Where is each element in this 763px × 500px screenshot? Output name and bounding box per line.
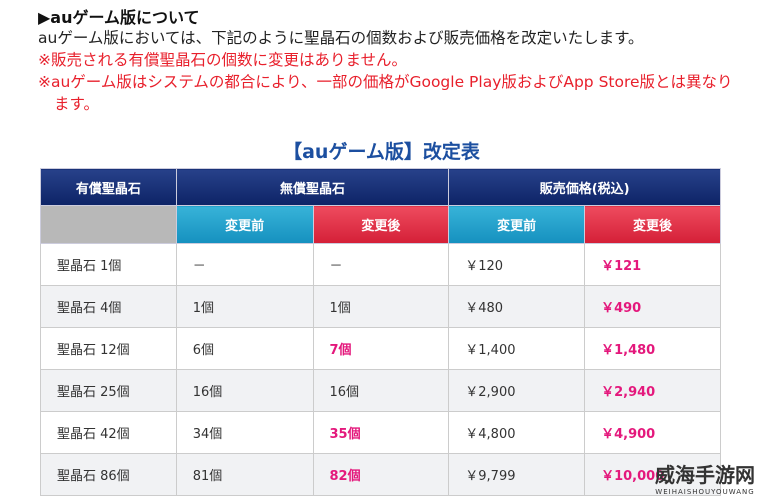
table-row: 聖晶石 1個－－ ￥120 ￥121 — [40, 243, 721, 286]
table-cell: 聖晶石 86個 — [40, 453, 177, 496]
header-blank — [40, 205, 177, 244]
subheader-cell: 変更前 — [175, 205, 314, 244]
table-cell: ￥120 — [448, 243, 586, 286]
table-cell: 1個 — [312, 285, 450, 328]
table-cell: ￥2,900 — [448, 369, 586, 412]
table-row: 聖晶石 25個 16個 16個 ￥2,900 ￥2,940 — [40, 369, 721, 412]
table-cell: 聖晶石 12個 — [40, 327, 177, 370]
table-cell: － — [312, 243, 450, 286]
heading: ▶auゲーム版について — [38, 8, 200, 27]
table-row: 聖晶石 4個 1個 1個 ￥480 ￥490 — [40, 285, 721, 328]
table-cell: － — [175, 243, 314, 286]
table-row: 聖晶石 12個 6個 7個 ￥1,400 ￥1,480 — [40, 327, 721, 370]
table-cell: 聖晶石 25個 — [40, 369, 177, 412]
table-row: 聖晶石 86個 81個 82個 ￥9,799 ￥10,000 — [40, 453, 721, 496]
table-cell: ￥4,900 — [584, 411, 721, 454]
notice: ※auゲーム版はシステムの都合により、一部の価格がGoogle Play版および… — [38, 73, 733, 113]
header-cell: 販売価格(税込) — [448, 168, 721, 206]
table-cell: 16個 — [175, 369, 314, 412]
table-cell: 16個 — [312, 369, 450, 412]
table-cell: ￥480 — [448, 285, 586, 328]
table-cell: ￥10,000 — [584, 453, 721, 496]
table-cell: ￥1,400 — [448, 327, 586, 370]
notice: ※販売される有償聖晶石の個数に変更はありません。 — [38, 51, 408, 69]
table-cell: 7個 — [312, 327, 450, 370]
table-row: 聖晶石 42個 34個 35個 ￥4,800 ￥4,900 — [40, 411, 721, 454]
table-cell: ￥9,799 — [448, 453, 586, 496]
price-table: 有償聖晶石 無償聖晶石 販売価格(税込) 変更前 変更後 変更前 変更後 聖晶石… — [40, 168, 721, 496]
table-body: 聖晶石 1個－－ ￥120 ￥121 聖晶石 4個 1個 1個 ￥480 ￥490 聖晶石 12… — [40, 243, 721, 496]
watermark: 威海手游网 WEIHAISHOUYOUWANG — [655, 459, 755, 496]
table-cell: ￥1,480 — [584, 327, 721, 370]
table-cell: 聖晶石 1個 — [40, 243, 177, 286]
table-cell: 35個 — [312, 411, 450, 454]
subheader-cell: 変更後 — [312, 205, 450, 244]
table-cell: 82個 — [312, 453, 450, 496]
table-cell: ￥4,800 — [448, 411, 586, 454]
table-cell: 1個 — [175, 285, 314, 328]
table-cell: ￥490 — [584, 285, 721, 328]
table-cell: 81個 — [175, 453, 314, 496]
subheader-cell: 変更前 — [448, 205, 586, 244]
subheader-cell: 変更後 — [584, 205, 721, 244]
header-cell: 有償聖晶石 — [40, 168, 177, 206]
table-cell: 6個 — [175, 327, 314, 370]
paragraph: auゲーム版においては、下記のように聖晶石の個数および販売価格を改定いたします。 — [38, 29, 644, 47]
watermark-name: 威海手游网 — [655, 463, 755, 487]
table-cell: ￥121 — [584, 243, 721, 286]
table-cell: 34個 — [175, 411, 314, 454]
table-cell: ￥2,940 — [584, 369, 721, 412]
table-cell: 聖晶石 4個 — [40, 285, 177, 328]
table-cell: 聖晶石 42個 — [40, 411, 177, 454]
table-title: 【auゲーム版】改定表 — [283, 141, 480, 163]
header-cell: 無償聖晶石 — [175, 168, 450, 206]
watermark-url: WEIHAISHOUYOUWANG — [655, 488, 755, 496]
